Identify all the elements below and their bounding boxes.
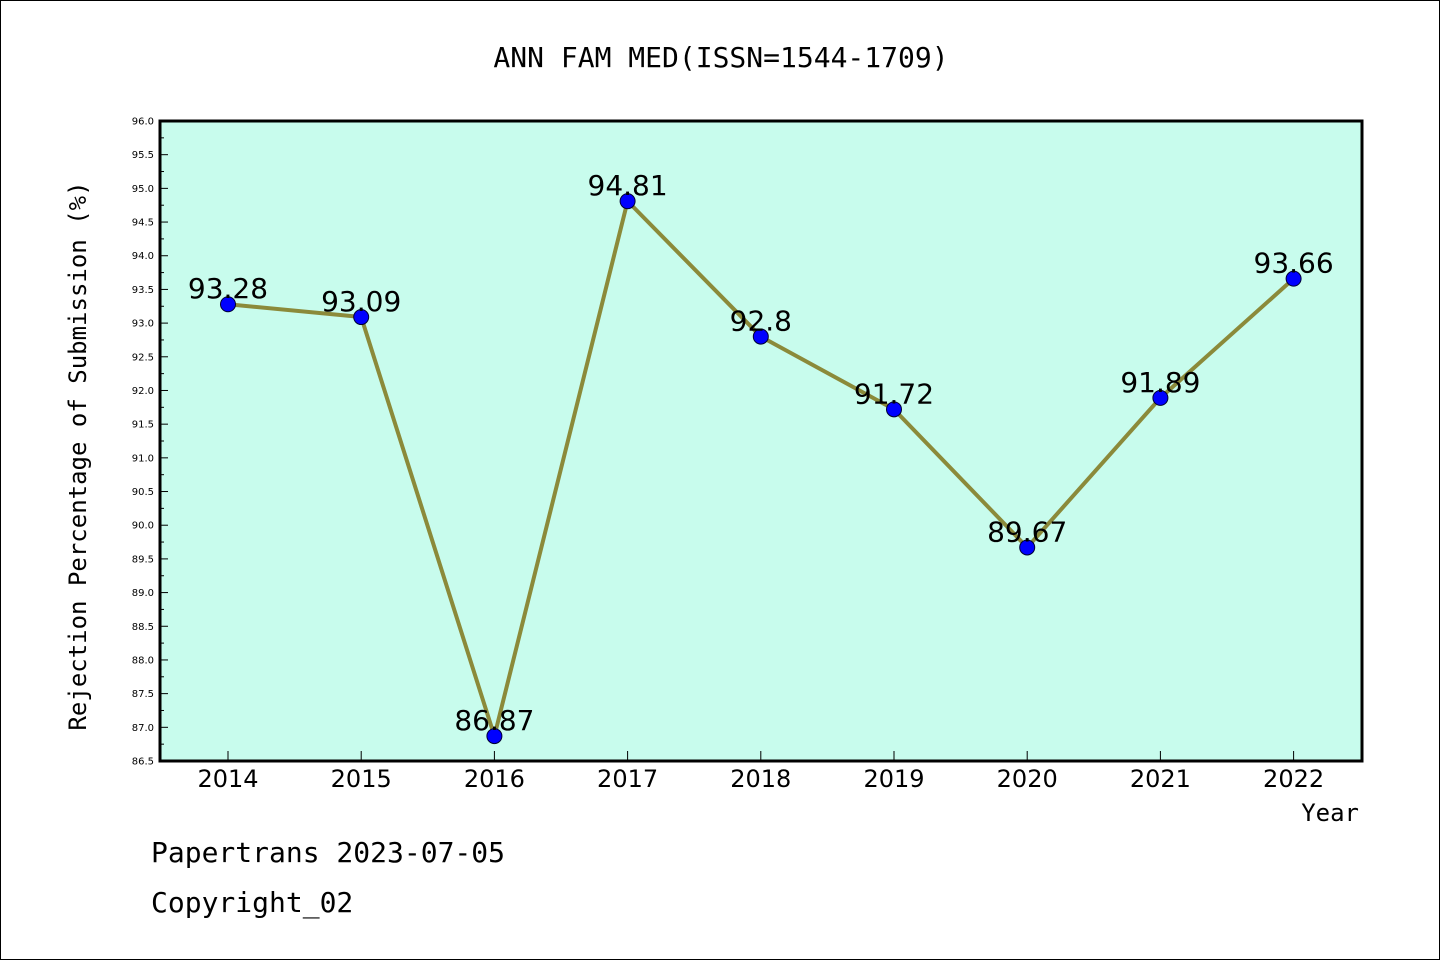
data-point [1285,270,1302,287]
x-axis-title: Year [1301,799,1359,827]
x-tick-label: 2017 [597,765,658,793]
y-tick-label: 91.5 [132,420,154,431]
data-point [486,728,503,745]
y-axis: 86.5 87.0 87.5 88.0 88.5 89.0 89.5 90.0 90.5 91.0… [132,117,168,768]
x-tick-label: 2020 [997,765,1058,793]
data-label: 91.72 [854,377,934,410]
x-tick-label: 2016 [464,765,525,793]
footer-copyright: Copyright_02 [151,886,354,919]
y-tick-label: 92.5 [132,352,154,363]
y-tick-label: 86.5 [132,757,154,768]
x-tick-label: 2014 [197,765,258,793]
y-tick-label: 93.5 [132,285,154,296]
footer-date: Papertrans 2023-07-05 [151,836,506,869]
chart-title: ANN FAM MED(ISSN=1544-1709) [493,41,948,74]
y-tick-label: 91.0 [132,453,154,464]
x-tick-label: 2021 [1130,765,1191,793]
x-axis: 2014 2015 2016 2017 2018 2019 2020 2021 2022 [197,751,1324,793]
y-tick-label: 90.5 [132,487,154,498]
data-label: 91.89 [1120,366,1200,399]
data-label: 93.28 [188,272,268,305]
y-tick-label: 88.5 [132,622,154,633]
data-label: 93.09 [321,285,401,318]
y-tick-label: 94.5 [132,218,154,229]
x-tick-label: 2019 [863,765,924,793]
y-tick-label: 95.0 [132,184,154,195]
data-label: 93.66 [1254,247,1334,280]
data-point [886,401,902,418]
y-tick-label: 93.0 [132,319,154,330]
y-tick-label: 89.0 [132,588,154,599]
y-tick-label: 88.0 [132,655,154,666]
data-point [1019,539,1036,556]
y-tick-label: 94.0 [132,251,154,262]
data-point [220,296,236,313]
x-tick-label: 2022 [1263,765,1324,793]
series-rejection-percentage [220,193,1302,745]
y-tick-label: 90.0 [132,521,154,532]
data-point [1152,389,1169,406]
data-label: 86.87 [454,704,534,737]
y-tick-label: 89.5 [132,554,154,565]
data-point [752,328,769,345]
plot-area [158,119,1364,763]
data-point [353,309,370,326]
y-tick-label: 87.5 [132,689,154,700]
data-label: 94.81 [588,169,668,202]
y-tick-label: 92.0 [132,386,154,397]
x-tick-label: 2015 [331,765,392,793]
data-label: 89.67 [987,515,1067,548]
y-axis-title: Rejection Percentage of Submission (%) [64,181,92,730]
data-point [619,193,636,210]
data-label: 92.8 [730,305,792,338]
y-tick-label: 95.5 [132,150,154,161]
y-tick-label: 87.0 [132,723,154,734]
data-labels: 93.28 93.09 86.87 94.81 92.8 91.72 89.67 91.89 9… [188,169,1334,737]
x-tick-label: 2018 [730,765,791,793]
y-tick-label: 96.0 [132,117,154,128]
